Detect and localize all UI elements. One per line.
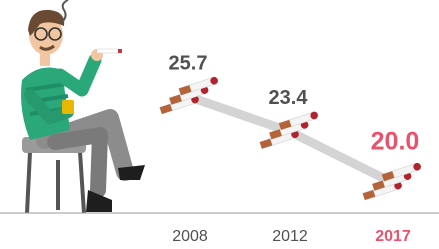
x-tick-label: 2017 — [375, 228, 411, 245]
x-tick-label: 2008 — [172, 228, 208, 245]
trend-line — [190, 97, 393, 183]
value-label: 25.7 — [169, 52, 208, 74]
cigarette-filter — [260, 139, 273, 149]
cigarette-filter — [363, 190, 376, 200]
value-label: 20.0 — [371, 128, 420, 156]
smoker-illustration — [21, 0, 145, 213]
cigarette-filter — [160, 104, 173, 114]
x-tick-label: 2012 — [272, 228, 308, 245]
chart: 25.7 2008 23.4 2012 20.0 2017 — [0, 0, 439, 249]
value-label: 23.4 — [269, 87, 309, 109]
